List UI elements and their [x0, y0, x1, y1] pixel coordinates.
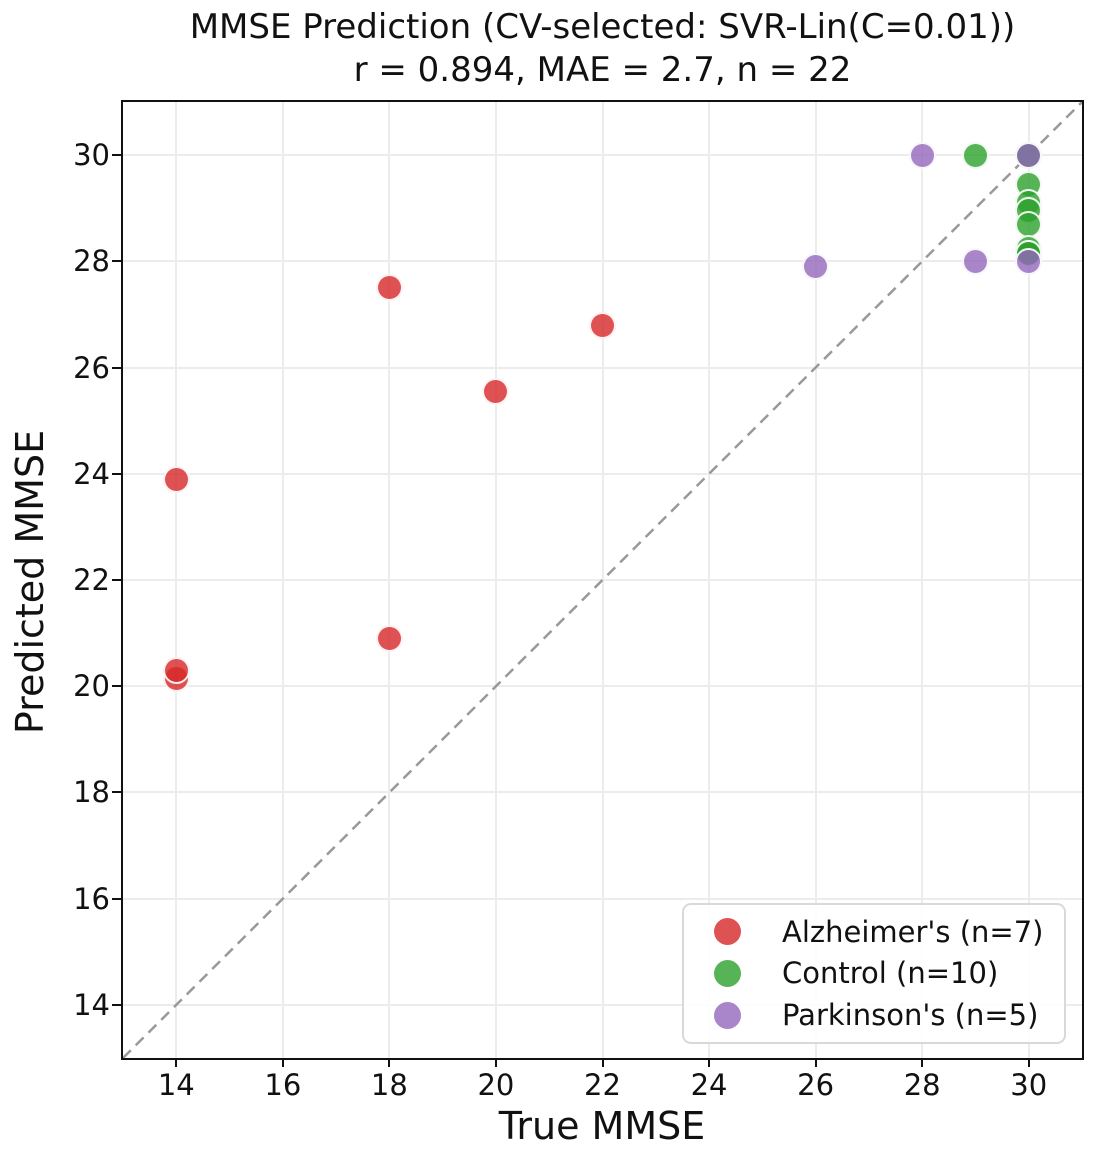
data-point-parkinsons	[1015, 247, 1043, 275]
y-axis-label: Predicted MMSE	[8, 429, 52, 735]
legend-item: Parkinson's (n=5)	[684, 998, 1064, 1032]
x-tick-label: 16	[264, 1068, 302, 1102]
y-tick	[112, 1003, 121, 1006]
x-tick-label: 26	[797, 1068, 835, 1102]
x-tick-label: 18	[370, 1068, 408, 1102]
data-point-parkinsons	[802, 253, 830, 281]
x-tick	[601, 1058, 604, 1067]
x-tick-label: 14	[157, 1068, 195, 1102]
data-point-parkinsons	[961, 247, 989, 275]
chart-title-block: MMSE Prediction (CV-selected: SVR-Lin(C=…	[123, 6, 1082, 92]
data-point-parkinsons	[1015, 141, 1043, 169]
x-tick	[814, 1058, 817, 1067]
y-gridline	[123, 260, 1082, 263]
data-point-alzheimers	[162, 656, 190, 684]
data-point-control	[961, 141, 989, 169]
legend-item: Alzheimer's (n=7)	[684, 915, 1064, 949]
x-tick-label: 22	[584, 1068, 621, 1102]
x-tick	[281, 1058, 284, 1067]
y-tick-label: 18	[73, 775, 110, 810]
legend-marker-icon	[714, 918, 741, 946]
chart-title: MMSE Prediction (CV-selected: SVR-Lin(C=…	[189, 7, 1016, 47]
legend-item-label: Parkinson's (n=5)	[782, 998, 1039, 1033]
y-gridline	[123, 366, 1082, 369]
x-axis-label: True MMSE	[498, 1104, 706, 1148]
y-gridline	[123, 897, 1082, 900]
y-tick	[112, 472, 121, 475]
x-tick	[388, 1058, 391, 1067]
legend-item: Control (n=10)	[684, 956, 1064, 990]
legend-item-label: Control (n=10)	[782, 956, 999, 991]
plot-area	[121, 100, 1084, 1060]
y-gridline	[123, 579, 1082, 581]
y-tick-label: 26	[73, 350, 110, 385]
x-tick	[175, 1058, 178, 1067]
y-tick-label: 24	[73, 456, 110, 491]
x-tick	[1027, 1058, 1030, 1067]
y-tick-label: 30	[73, 138, 110, 173]
y-tick-label: 16	[73, 881, 110, 916]
x-tick-label: 20	[477, 1068, 515, 1102]
y-gridline	[123, 472, 1082, 475]
legend-marker-icon	[714, 1001, 741, 1029]
data-point-alzheimers	[482, 377, 510, 405]
y-gridline	[123, 1003, 1082, 1006]
y-tick	[112, 366, 121, 369]
y-tick	[112, 579, 121, 581]
y-tick	[112, 791, 121, 794]
y-tick-label: 28	[73, 244, 110, 279]
y-tick	[112, 897, 121, 900]
y-tick-label: 22	[73, 563, 110, 597]
data-point-alzheimers	[162, 465, 190, 493]
x-tick-label: 30	[1010, 1068, 1048, 1102]
y-gridline	[123, 685, 1082, 688]
x-tick-label: 24	[690, 1068, 728, 1102]
x-tick	[921, 1058, 924, 1067]
data-point-parkinsons	[908, 141, 936, 169]
y-gridline	[123, 791, 1082, 794]
y-tick	[112, 154, 121, 157]
legend-marker-icon	[714, 959, 741, 987]
data-point-alzheimers	[375, 624, 403, 652]
legend-item-label: Alzheimer's (n=7)	[782, 914, 1044, 949]
identity-line	[123, 102, 1082, 1058]
x-tick	[494, 1058, 497, 1067]
data-point-alzheimers	[589, 311, 616, 339]
x-tick-label: 28	[903, 1068, 941, 1102]
y-tick	[112, 260, 121, 263]
data-point-control	[1015, 210, 1043, 238]
x-tick	[708, 1058, 711, 1067]
chart-subtitle: r = 0.894, MAE = 2.7, n = 22	[353, 50, 852, 90]
y-tick	[112, 685, 121, 688]
y-gridline	[123, 154, 1082, 157]
y-tick-label: 14	[73, 987, 110, 1022]
y-tick-label: 20	[73, 669, 110, 704]
legend: Alzheimer's (n=7) Control (n=10) Parkinson…	[682, 903, 1066, 1044]
data-point-alzheimers	[375, 274, 403, 302]
